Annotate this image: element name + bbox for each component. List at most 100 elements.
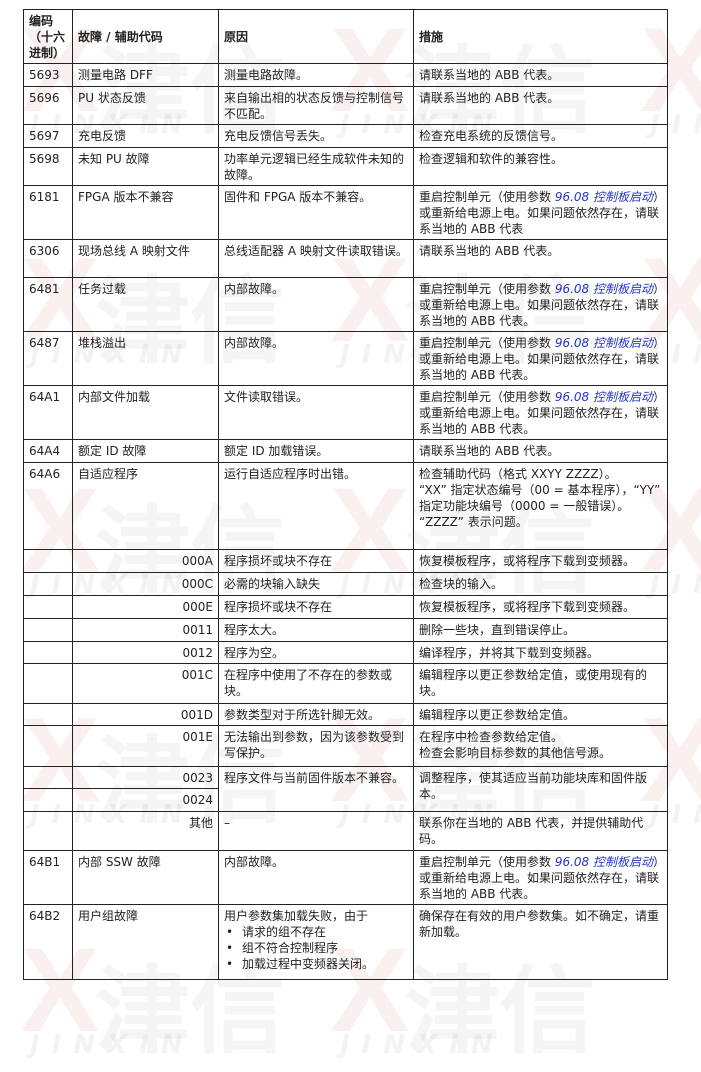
action-text: 重启控制单元（使用参数	[419, 336, 555, 350]
header-action: 措施	[413, 9, 668, 64]
action-paragraph: 请联系当地的 ABB 代表。	[419, 443, 662, 459]
cause-cell: 文件读取错误。	[218, 385, 414, 440]
parameter-link[interactable]: 96.08 控制板启动	[554, 282, 653, 296]
table-row: 5697 充电反馈 充电反馈信号丢失。 检查充电系统的反馈信号。	[23, 124, 668, 148]
action-cell: 删除一些块，直到错误停止。	[413, 618, 668, 642]
cause-text: 额定 ID 加载错误。	[224, 444, 329, 458]
action-text: ）或重新给电源上电。如果问题依然存在，请联系当地的 ABB 代表。	[419, 336, 660, 382]
cause-text: 运行自适应程序时出错。	[224, 467, 357, 481]
action-text: 编辑程序以更正参数给定值，或使用现有的块。	[419, 668, 648, 698]
action-paragraph: 恢复模板程序，或将程序下载到变频器。	[419, 599, 662, 615]
action-text: 请联系当地的 ABB 代表。	[419, 68, 560, 82]
fault-name-cell: 堆栈溢出	[72, 331, 219, 386]
fault-name-cell: 内部 SSW 故障	[72, 850, 219, 905]
action-text: 重启控制单元（使用参数	[419, 855, 555, 869]
code-cell	[23, 572, 73, 596]
code-cell: 64A1	[23, 385, 73, 440]
action-paragraph: 重启控制单元（使用参数 96.08 控制板启动）或重新给电源上电。如果问题依然存…	[419, 854, 662, 902]
cause-cell: 运行自适应程序时出错。	[218, 462, 414, 550]
cause-cell: 程序损坏或块不存在	[218, 595, 414, 619]
cause-bullet-list: 请求的组不存在组不符合控制程序加载过程中变频器关闭。	[224, 924, 408, 972]
cause-cell: 在程序中使用了不存在的参数或块。	[218, 663, 414, 704]
parameter-link[interactable]: 96.08 控制板启动	[554, 390, 653, 404]
cause-cell: 内部故障。	[218, 850, 414, 905]
fault-code-table: 编码（十六进制） 故障 / 辅助代码 原因 措施 5693 测量电路 DFF 测量电…	[23, 9, 668, 980]
table-row: 5698 未知 PU 故障 功率单元逻辑已经生成软件未知的故障。 检查逻辑和软件的兼容…	[23, 147, 668, 186]
action-cell: 重启控制单元（使用参数 96.08 控制板启动）或重新给电源上电。如果问题依然存…	[413, 185, 668, 240]
action-text: 编辑程序以更正参数给定值。	[419, 708, 576, 722]
action-text: ）或重新给电源上电。如果问题依然存在，请联系当地的 ABB 代表。	[419, 390, 660, 436]
action-text: 检查逻辑和软件的兼容性。	[419, 152, 564, 166]
action-paragraph: “ZZZZ” 表示问题。	[419, 514, 662, 530]
header-code: 编码（十六进制）	[23, 9, 73, 64]
action-text: ）或重新给电源上电。如果问题依然存在，请联系当地的 ABB 代表	[419, 190, 660, 236]
fault-name-cell: 自适应程序	[72, 462, 219, 550]
cause-cell: 必需的块输入缺失	[218, 572, 414, 596]
action-paragraph: 编译程序，并将其下载到变频器。	[419, 645, 662, 661]
cause-cell: 程序太大。	[218, 618, 414, 642]
aux-code-cell: 0011	[72, 618, 219, 642]
fault-name-cell: 额定 ID 故障	[72, 439, 219, 463]
cause-bullet-item: 加载过程中变频器关闭。	[226, 956, 408, 972]
cause-cell: 参数类型对于所选针脚无效。	[218, 703, 414, 726]
action-paragraph: 重启控制单元（使用参数 96.08 控制板启动）或重新给电源上电。如果问题依然存…	[419, 335, 662, 383]
cause-cell: 程序损坏或块不存在	[218, 549, 414, 573]
watermark-en: JINXIN	[340, 1030, 505, 1060]
cause-text: 文件读取错误。	[224, 390, 309, 404]
action-cell: 调整程序，使其适应当前功能块库和固件版本。	[413, 766, 668, 812]
action-cell: 检查逻辑和软件的兼容性。	[413, 147, 668, 186]
cause-text: 无法输出到参数，因为该参数受到写保护。	[224, 730, 405, 760]
table-row: 6481 任务过载 内部故障。 重启控制单元（使用参数 96.08 控制板启动）或重新…	[23, 277, 668, 332]
fault-name-cell: 内部文件加载	[72, 385, 219, 440]
code-cell: 5698	[23, 147, 73, 186]
action-paragraph: 检查充电系统的反馈信号。	[419, 128, 662, 144]
cause-text: 在程序中使用了不存在的参数或块。	[224, 668, 393, 698]
cause-text: 总线适配器 A 映射文件读取错误。	[224, 244, 408, 258]
table-row: 001E 无法输出到参数，因为该参数受到写保护。 在程序中检查参数给定值。 检查会影响…	[23, 725, 668, 767]
aux-code-cell: 001C	[72, 663, 219, 704]
action-cell: 请联系当地的 ABB 代表。	[413, 239, 668, 278]
action-paragraph: 重启控制单元（使用参数 96.08 控制板启动）或重新给电源上电。如果问题依然存…	[419, 281, 662, 329]
code-cell: 64B1	[23, 850, 73, 905]
code-cell	[23, 788, 73, 812]
table-row: 其他 – 联系你在当地的 ABB 代表，并提供辅助代码。	[23, 811, 668, 851]
code-cell	[23, 618, 73, 642]
cause-cell: 无法输出到参数，因为该参数受到写保护。	[218, 725, 414, 767]
code-cell	[23, 663, 73, 704]
aux-code-cell: 000C	[72, 572, 219, 596]
fault-name-cell: PU 状态反馈	[72, 86, 219, 125]
table-row: 0023 程序文件与当前固件版本不兼容。 调整程序，使其适应当前功能块库和固件版本。	[23, 766, 668, 812]
code-cell: 64A4	[23, 439, 73, 463]
action-cell: 检查块的输入。	[413, 572, 668, 596]
cause-text: 来自输出相的状态反馈与控制信号不匹配。	[224, 91, 405, 121]
cause-bullet-item: 组不符合控制程序	[226, 940, 408, 956]
action-paragraph: 检查会影响目标参数的其他信号源。	[419, 745, 662, 761]
action-text: 检查充电系统的反馈信号。	[419, 129, 564, 143]
cause-text: 内部故障。	[224, 336, 285, 350]
fault-name-cell: FPGA 版本不兼容	[72, 185, 219, 240]
header-cause: 原因	[218, 9, 414, 64]
table-row: 64A1 内部文件加载 文件读取错误。 重启控制单元（使用参数 96.08 控制板启动…	[23, 385, 668, 440]
cause-text: 用户参数集加载失败，由于	[224, 909, 369, 923]
aux-code-cell: 000E	[72, 595, 219, 619]
cause-cell: 来自输出相的状态反馈与控制信号不匹配。	[218, 86, 414, 125]
code-cell	[23, 725, 73, 767]
action-text: 检查辅助代码（格式 XXYY ZZZZ）。	[419, 467, 617, 481]
cause-text: 参数类型对于所选针脚无效。	[224, 708, 381, 722]
action-text: 请联系当地的 ABB 代表。	[419, 444, 560, 458]
cause-cell: 测量电路故障。	[218, 63, 414, 87]
cause-bullet-item: 请求的组不存在	[226, 924, 408, 940]
action-paragraph: 请联系当地的 ABB 代表。	[419, 243, 662, 259]
parameter-link[interactable]: 96.08 控制板启动	[554, 336, 653, 350]
code-cell	[23, 595, 73, 619]
parameter-link[interactable]: 96.08 控制板启动	[554, 855, 653, 869]
fault-name-cell: 测量电路 DFF	[72, 63, 219, 87]
action-text: 重启控制单元（使用参数	[419, 282, 555, 296]
action-text: 编译程序，并将其下载到变频器。	[419, 646, 600, 660]
parameter-link[interactable]: 96.08 控制板启动	[554, 190, 653, 204]
action-cell: 请联系当地的 ABB 代表。	[413, 63, 668, 87]
action-text: 检查会影响目标参数的其他信号源。	[419, 746, 612, 760]
action-paragraph: 在程序中检查参数给定值。	[419, 729, 662, 745]
fault-name-cell: 任务过载	[72, 277, 219, 332]
action-cell: 重启控制单元（使用参数 96.08 控制板启动）或重新给电源上电。如果问题依然存…	[413, 385, 668, 440]
